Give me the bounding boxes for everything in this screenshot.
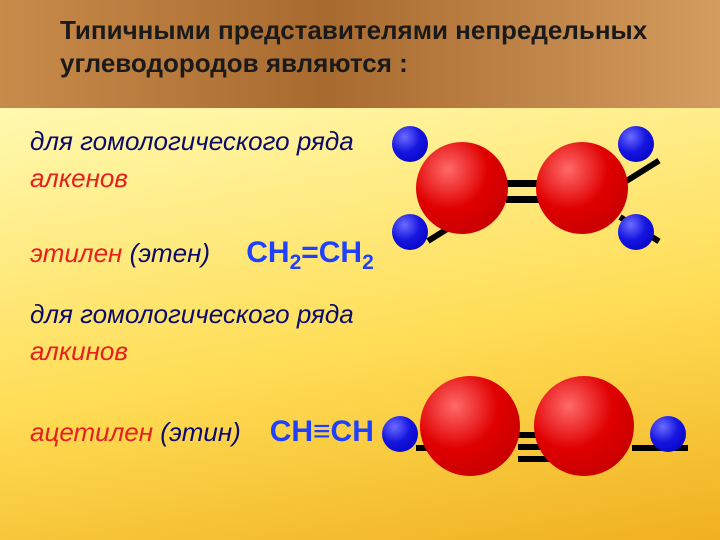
- atom-c: [534, 376, 634, 476]
- text-alkynes-intro: для гомологического ряда: [30, 299, 354, 329]
- formula-acetylene-part: CH≡CH: [270, 415, 374, 448]
- line-alkynes-intro: для гомологического ряда: [30, 299, 690, 330]
- atom-c: [420, 376, 520, 476]
- formula-ethylene-part: CH2=CH2: [246, 236, 374, 269]
- header-text: Типичными представителями непредельных у…: [60, 14, 680, 79]
- atom-h: [392, 214, 428, 250]
- atom-c: [536, 142, 628, 234]
- atom-h: [650, 416, 686, 452]
- formula-acetylene: CH≡CH: [270, 415, 374, 448]
- text-ethylene-suffix: (этен): [130, 238, 211, 268]
- slide-header: Типичными представителями непредельных у…: [0, 0, 720, 108]
- atom-h: [618, 126, 654, 162]
- atom-h: [618, 214, 654, 250]
- formula-ethylene: CH2=CH2: [246, 236, 374, 269]
- text-alkenes-label: алкенов: [30, 163, 128, 193]
- line-alkynes-label: алкинов: [30, 336, 690, 367]
- atom-c: [416, 142, 508, 234]
- text-acetylene-name: ацетилен: [30, 417, 160, 447]
- text-ethylene-name: этилен: [30, 238, 130, 268]
- atom-h: [392, 126, 428, 162]
- atom-h: [382, 416, 418, 452]
- line-ethylene: этилен (этен) CH2=CH2: [30, 236, 690, 275]
- text-alkenes-intro: для гомологического ряда: [30, 126, 354, 156]
- slide-root: Типичными представителями непредельных у…: [0, 0, 720, 540]
- slide-content: для гомологического ряда алкенов этилен …: [0, 108, 720, 540]
- text-acetylene-suffix: (этин): [160, 417, 241, 447]
- text-alkynes-label: алкинов: [30, 336, 128, 366]
